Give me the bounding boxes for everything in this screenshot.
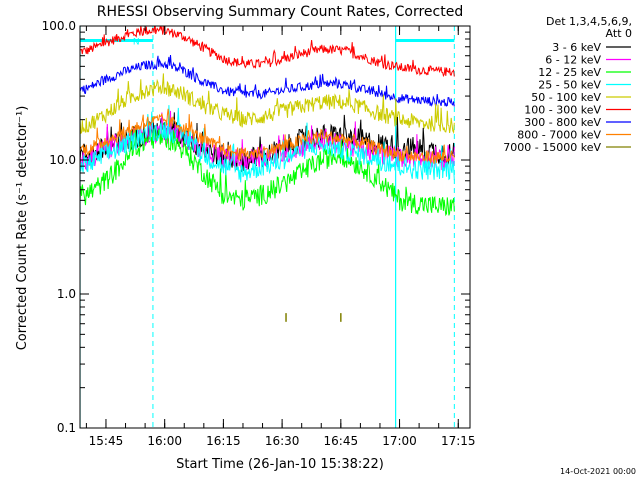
- legend-label-5: 100 - 300 keV: [524, 104, 601, 117]
- axes: 100.0 10.0 1.0 0.1 15:45 16:00 16:15 16:30 16:45…: [42, 19, 476, 448]
- series-line-6: [80, 55, 455, 107]
- series-line-2: [80, 123, 455, 217]
- y-tick-label-1: 10.0: [49, 153, 76, 167]
- attenuator-marker: N: [133, 37, 140, 47]
- series-line-4: [80, 73, 455, 135]
- legend-label-1: 6 - 12 keV: [545, 54, 601, 67]
- legend-label-0: 3 - 6 keV: [552, 41, 601, 54]
- y-tick-label-0: 100.0: [42, 19, 76, 33]
- series-line-7: [80, 108, 455, 164]
- legend-label-8: 7000 - 15000 keV: [503, 141, 601, 154]
- legend-label-3: 25 - 50 keV: [538, 79, 601, 92]
- footer-date: 14-Oct-2021 00:00: [560, 467, 636, 476]
- plot-frame: [79, 25, 471, 429]
- chart-title: RHESSI Observing Summary Count Rates, Co…: [97, 4, 463, 20]
- x-axis-label: Start Time (26-Jan-10 15:38:22): [176, 457, 384, 472]
- x-tick-label-0: 15:45: [89, 434, 124, 448]
- legend-label-7: 800 - 7000 keV: [517, 129, 601, 142]
- legend-header-line1: Det 1,3,4,5,6,9,: [546, 15, 632, 28]
- y-axis-label: Corrected Count Rate (s⁻¹ detector⁻¹): [15, 106, 30, 351]
- x-tick-label-2: 16:15: [206, 434, 241, 448]
- x-tick-label-1: 16:00: [147, 434, 182, 448]
- y-tick-label-3: 0.1: [57, 421, 76, 435]
- y-tick-label-2: 1.0: [57, 287, 76, 301]
- x-tick-label-4: 16:45: [324, 434, 359, 448]
- plot-clip-group: N: [80, 26, 455, 428]
- legend-header-line2: Att 0: [606, 27, 632, 40]
- x-tick-label-3: 16:30: [265, 434, 300, 448]
- x-tick-label-5: 17:00: [382, 434, 417, 448]
- x-tick-label-6: 17:15: [441, 434, 476, 448]
- series-line-0: [80, 112, 455, 172]
- plot-area: N: [80, 26, 455, 428]
- series-line-3: [80, 105, 455, 183]
- series-line-5: [80, 26, 455, 78]
- legend-label-6: 300 - 800 keV: [524, 116, 601, 129]
- legend-label-4: 50 - 100 keV: [531, 91, 601, 104]
- legend-label-2: 12 - 25 keV: [538, 66, 601, 79]
